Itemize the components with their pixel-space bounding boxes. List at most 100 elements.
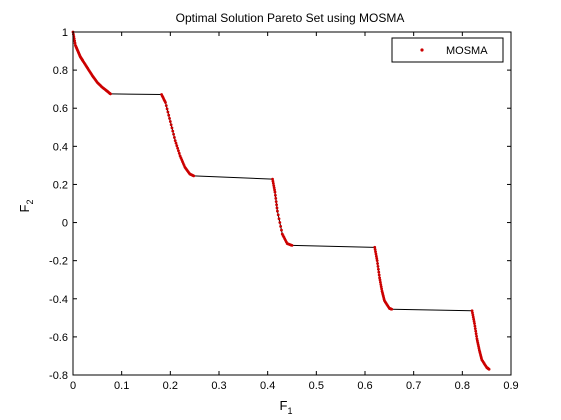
data-point-114 [275,203,278,207]
data-point-176 [472,317,476,321]
data-point-110 [273,190,277,194]
data-point-138 [374,252,378,256]
data-point-104 [271,177,274,181]
data-point-121 [280,228,283,232]
data-point-113 [274,200,278,203]
y-tick-label: 0 [62,218,68,230]
data-point-173 [471,311,474,315]
x-tick-label: 0.5 [309,380,324,392]
x-tick-label: 0.2 [163,380,178,392]
data-point-177 [472,320,476,323]
data-point-135 [373,245,377,249]
data-point-112 [274,197,278,200]
data-point-106 [271,182,275,185]
data-point-75 [170,126,174,130]
data-point-143 [376,264,380,268]
data-point-175 [471,315,475,319]
y-tick-label: 1 [62,27,68,39]
data-point-147 [378,276,381,280]
data-point-107 [272,184,276,187]
data-point-115 [275,206,279,210]
data-point-150 [379,283,383,286]
series-line-segment-1 [110,93,162,95]
data-point-174 [471,313,475,317]
chart-title: Optimal Solution Pareto Set using MOSMA [176,11,405,25]
data-point-140 [375,257,379,260]
data-point-79 [173,139,177,143]
x-tick-label: 0.6 [357,380,372,392]
data-point-139 [374,254,378,258]
data-point-3 [72,37,76,41]
plot-area: 0 0.1 0.2 0.3 0.4 0.5 0.6 0.7 0.8 0.9 -0.8 -0.6 -0.4… [49,27,519,392]
data-point-182 [474,332,478,336]
data-point-70 [166,110,170,114]
x-tick-label: 0.8 [455,380,470,392]
data-point-78 [172,136,176,139]
series-line-segment-3 [193,175,273,180]
axes-background [73,32,511,375]
y-axis-label: F2 [17,200,35,213]
data-point-151 [379,285,383,289]
data-point-178 [473,322,476,325]
data-point-73 [168,120,172,123]
x-tick-label: 0.4 [260,380,275,392]
data-point-144 [376,267,380,271]
data-point-149 [379,280,382,284]
x-tick-label: 0.7 [406,380,421,392]
data-point-145 [377,270,381,274]
x-tick-label: 0.1 [114,380,129,392]
series-line-segment-7 [391,308,473,312]
data-point-105 [271,179,275,183]
data-point-172 [470,309,474,313]
data-point-77 [172,132,175,136]
data-point-136 [373,248,377,251]
data-point-80 [174,141,178,145]
x-tick-label: 0.9 [503,380,518,392]
y-tick-label: -0.4 [49,294,68,306]
x-tick-label: 0 [70,380,76,392]
data-point-180 [473,327,477,331]
data-point-117 [276,213,280,217]
data-point-103 [192,174,196,178]
data-point-118 [277,217,281,221]
data-point-146 [377,273,381,277]
data-point-152 [380,287,384,291]
data-point-76 [171,129,175,133]
data-point-83 [177,149,180,153]
y-tick-label: 0.2 [53,179,68,191]
y-tick-label: -0.8 [49,370,68,382]
data-point-67 [164,101,167,104]
data-point-72 [168,116,171,120]
y-tick-label: 0.4 [53,141,68,153]
data-point-82 [176,146,180,150]
legend: MOSMA [391,37,504,63]
y-tick-label: -0.6 [49,332,68,344]
legend-marker [420,48,424,52]
y-tick-label: 0.6 [53,103,68,115]
data-point-148 [378,278,382,282]
data-point-183 [475,334,478,338]
legend-label: MOSMA [446,45,488,57]
x-axis-label: F1 [280,398,293,416]
data-point-142 [376,262,379,265]
data-point-71 [167,113,171,117]
data-point-69 [165,107,169,111]
x-tick-label: 0.3 [211,380,226,392]
data-point-81 [175,144,179,148]
axes-box [72,31,512,376]
data-point-84 [177,151,181,155]
data-point-171 [390,307,394,311]
data-point-111 [273,193,277,197]
data-point-137 [374,250,377,254]
data-point-5 [73,41,77,45]
data-point-119 [278,221,282,224]
data-point-109 [273,188,276,192]
y-tick-label: 0.8 [53,65,68,77]
data-point-116 [276,209,279,213]
data-point-181 [474,329,478,333]
data-point-108 [272,186,276,190]
data-point-179 [473,324,477,328]
data-point-68 [164,104,168,108]
data-point-4 [73,39,77,43]
